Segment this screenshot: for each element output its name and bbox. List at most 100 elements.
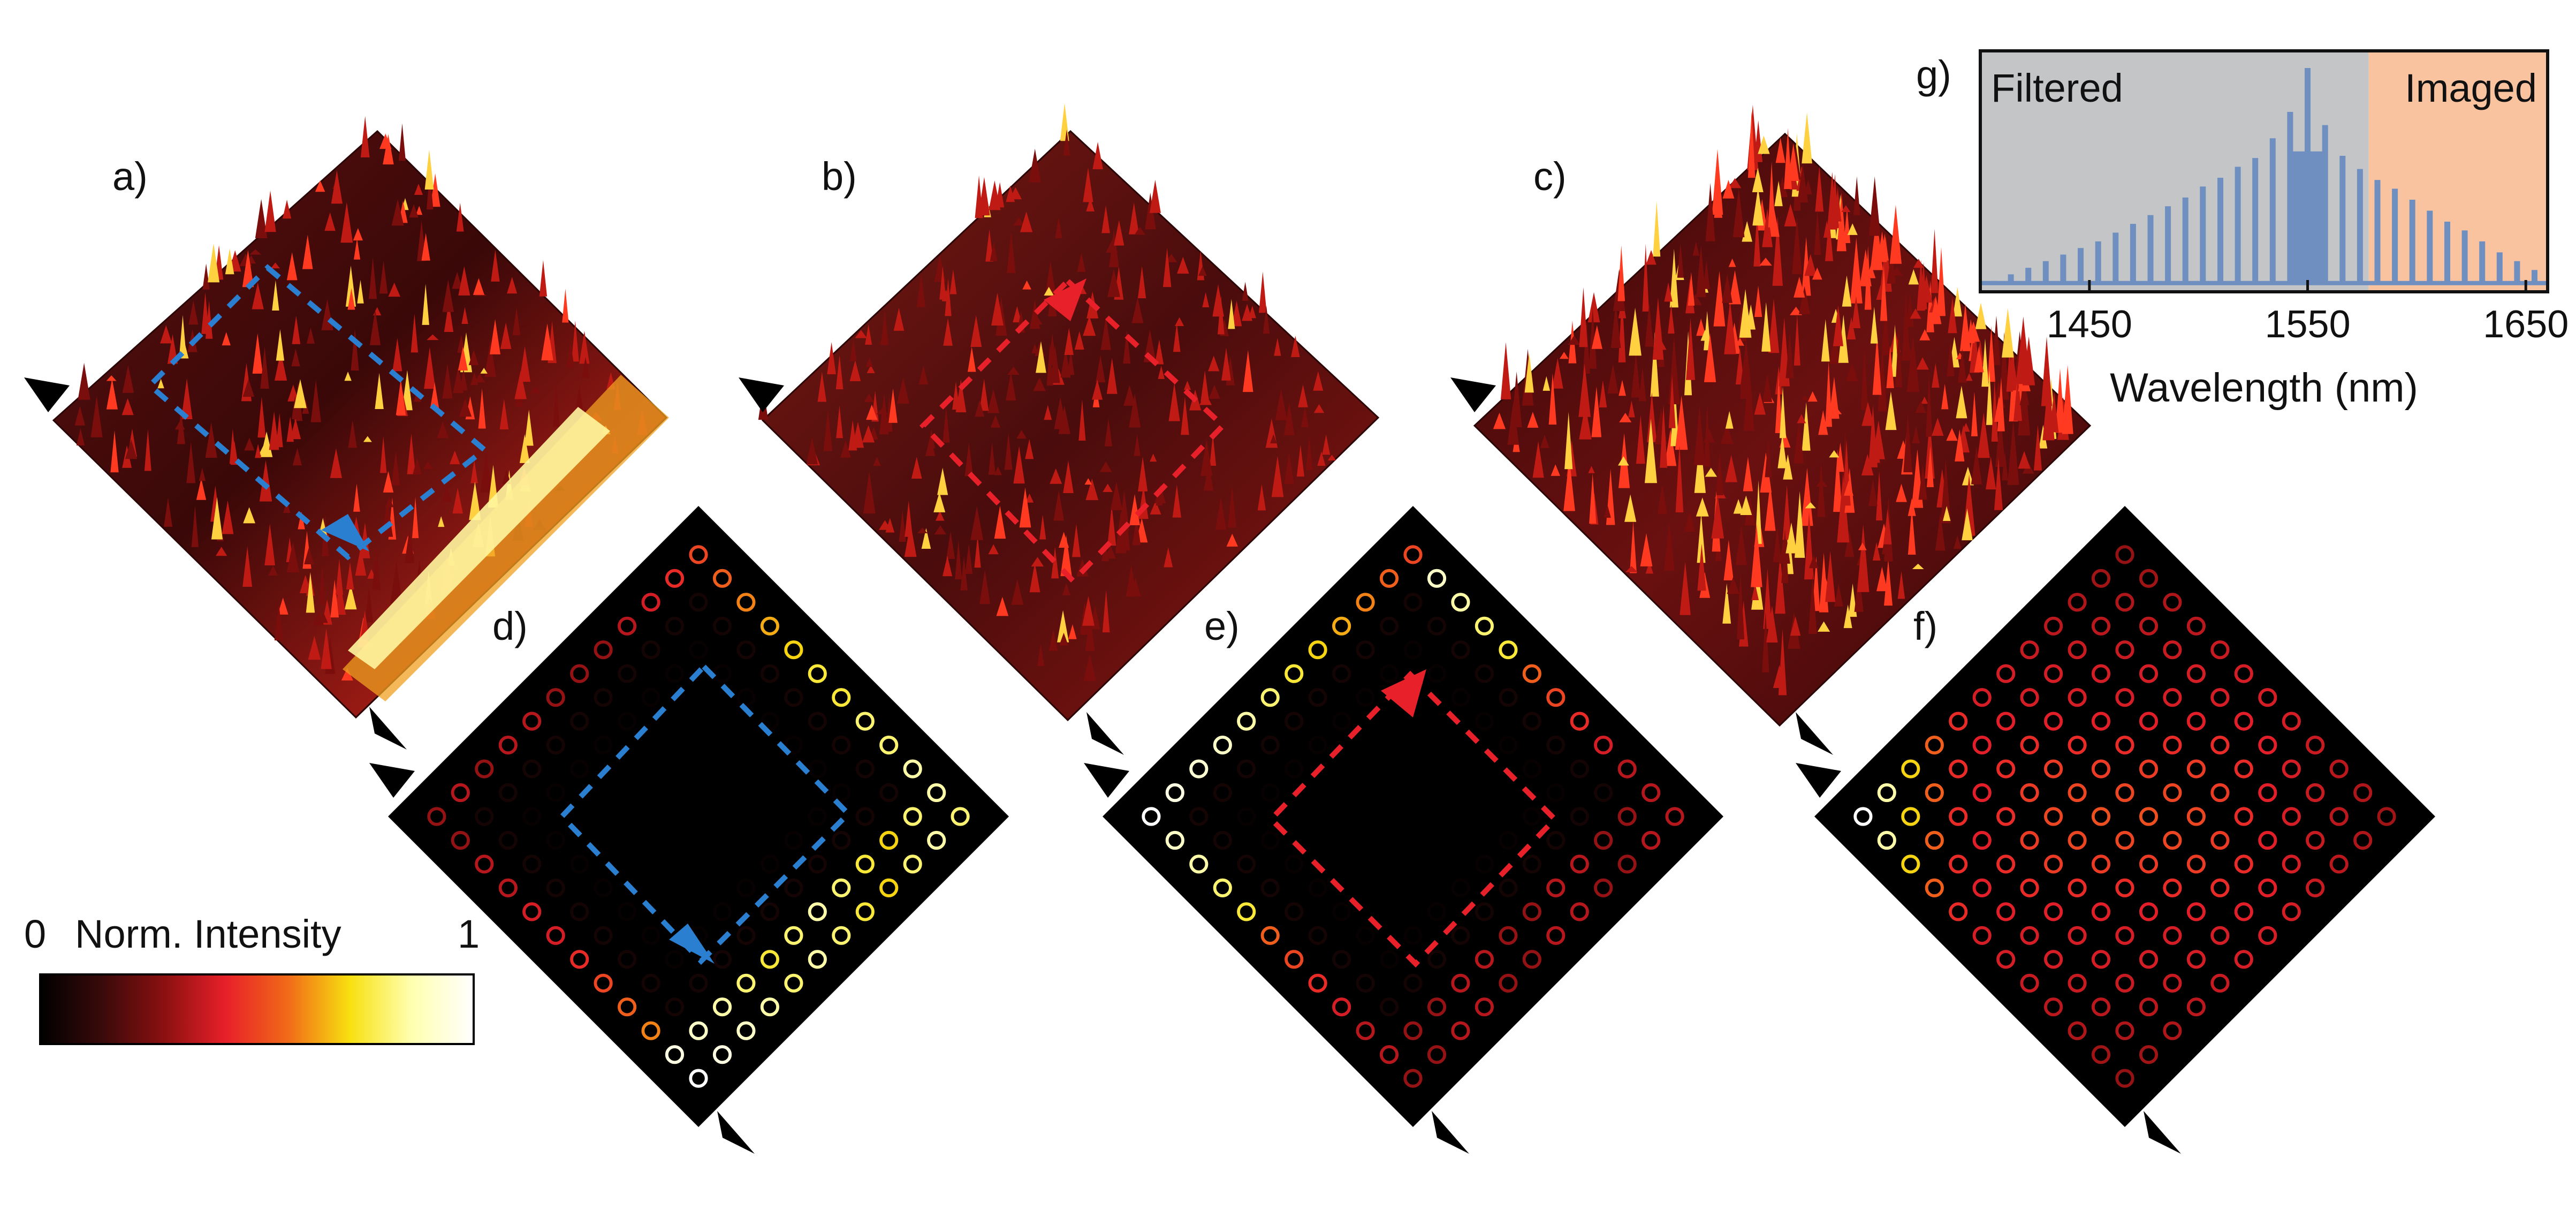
- ring-resonator: [1451, 973, 1470, 993]
- surface-spike: [1887, 252, 1896, 284]
- surface-spike: [2006, 347, 2013, 392]
- surface-spike: [514, 370, 527, 399]
- surface-spike: [1677, 243, 1684, 278]
- ring-resonator: [570, 664, 589, 683]
- surface-spike: [1912, 426, 1920, 444]
- ring-resonator: [2210, 736, 2230, 755]
- surface-spike: [76, 428, 85, 445]
- ring-resonator: [1642, 830, 1661, 850]
- surface-spike: [1801, 395, 1809, 400]
- surface-spike: [1994, 396, 2004, 422]
- ring-resonator: [2234, 950, 2253, 969]
- ring-resonator: [2068, 878, 2087, 898]
- surface-spike: [836, 405, 843, 438]
- surface-spike: [1060, 103, 1069, 141]
- surface-spike: [1858, 542, 1867, 550]
- surface-spike: [1857, 524, 1870, 592]
- surface-spike: [1751, 584, 1759, 600]
- surface-spike: [896, 377, 909, 404]
- surface-spike: [835, 355, 844, 390]
- surface-spike: [1082, 596, 1095, 626]
- surface-spike: [1696, 245, 1706, 297]
- surface-spike: [1790, 616, 1801, 636]
- surface-spike: [1202, 292, 1210, 307]
- surface-spike: [1880, 264, 1888, 321]
- surface-spike: [1064, 328, 1074, 355]
- surface-spike: [1664, 429, 1677, 466]
- surface-spike: [2033, 425, 2042, 471]
- surface-spike: [1057, 610, 1069, 642]
- surface-spike: [191, 505, 199, 547]
- surface-spike: [848, 420, 857, 451]
- surface-spike: [1107, 269, 1120, 297]
- surface-spike: [1166, 254, 1177, 262]
- ring-resonator: [1213, 878, 1232, 898]
- surface-spike: [1838, 314, 1849, 363]
- ring-resonator: [2115, 736, 2134, 755]
- surface-spike: [1732, 188, 1745, 238]
- ring-resonator: [1332, 664, 1351, 683]
- surface-spike: [1327, 455, 1336, 460]
- ring-resonator: [951, 807, 970, 826]
- surface-spike: [507, 277, 518, 294]
- surface-spike: [1663, 523, 1675, 571]
- ring-resonator: [1308, 688, 1327, 707]
- surface-spike: [1110, 481, 1123, 510]
- surface-spike: [1123, 330, 1131, 364]
- ring-resonator: [1308, 736, 1327, 755]
- surface-spike: [970, 506, 984, 540]
- surface-spike: [459, 398, 472, 417]
- surface-b-plane: [761, 130, 1380, 722]
- ring-resonator: [2068, 688, 2087, 707]
- surface-spike: [1100, 316, 1111, 350]
- port-arrow-a-left: [24, 377, 70, 412]
- surface-spike: [1599, 380, 1607, 407]
- surface-spike: [480, 452, 492, 493]
- surface-spike: [388, 282, 400, 297]
- surface-spike: [424, 149, 434, 190]
- surface-spike: [1860, 347, 1868, 411]
- ring-resonator: [1213, 736, 1232, 755]
- ring-resonator: [665, 902, 685, 921]
- ring-resonator: [2234, 664, 2253, 683]
- surface-spike: [1129, 202, 1139, 235]
- ring-resonator: [1260, 736, 1280, 755]
- surface-spike: [1994, 457, 2003, 510]
- ring-resonator: [594, 640, 613, 660]
- surface-spike: [823, 409, 833, 451]
- ring-resonator: [1972, 878, 1992, 898]
- ring-resonator: [1379, 616, 1399, 636]
- surface-spike: [1630, 521, 1637, 573]
- ring-resonator: [1189, 759, 1209, 778]
- ring-resonator: [1427, 616, 1447, 636]
- surface-spike: [1752, 187, 1764, 226]
- ring-resonator: [2115, 1021, 2134, 1040]
- surface-spike: [1915, 400, 1926, 413]
- surface-spike: [1766, 605, 1778, 643]
- surface-spike: [321, 628, 332, 669]
- surface-spike: [1743, 457, 1753, 491]
- surface-spike: [1714, 185, 1723, 218]
- ring-resonator: [1332, 759, 1351, 778]
- surface-spike: [260, 346, 269, 389]
- surface-spike: [1704, 428, 1715, 443]
- surface-spike: [1932, 418, 1944, 436]
- ring-resonator: [1546, 926, 1566, 945]
- surface-spike: [164, 497, 172, 527]
- ring-resonator: [2139, 569, 2159, 588]
- surface-spike: [379, 133, 392, 149]
- port-arrow-d-bottom: [717, 1111, 755, 1154]
- ring-resonator: [641, 926, 660, 945]
- surface-spike: [1670, 382, 1679, 447]
- panel-label-b: b): [822, 154, 857, 199]
- ring-resonator: [594, 736, 613, 755]
- surface-spike: [252, 333, 263, 374]
- ring-resonator: [784, 688, 803, 707]
- ring-resonator: [2020, 973, 2039, 993]
- ring-resonator: [736, 688, 756, 707]
- surface-spike: [372, 547, 381, 590]
- surface-spike: [943, 318, 953, 346]
- surface-spike: [1628, 400, 1635, 418]
- surface-spike: [1953, 535, 1962, 549]
- ring-resonator: [1237, 854, 1256, 874]
